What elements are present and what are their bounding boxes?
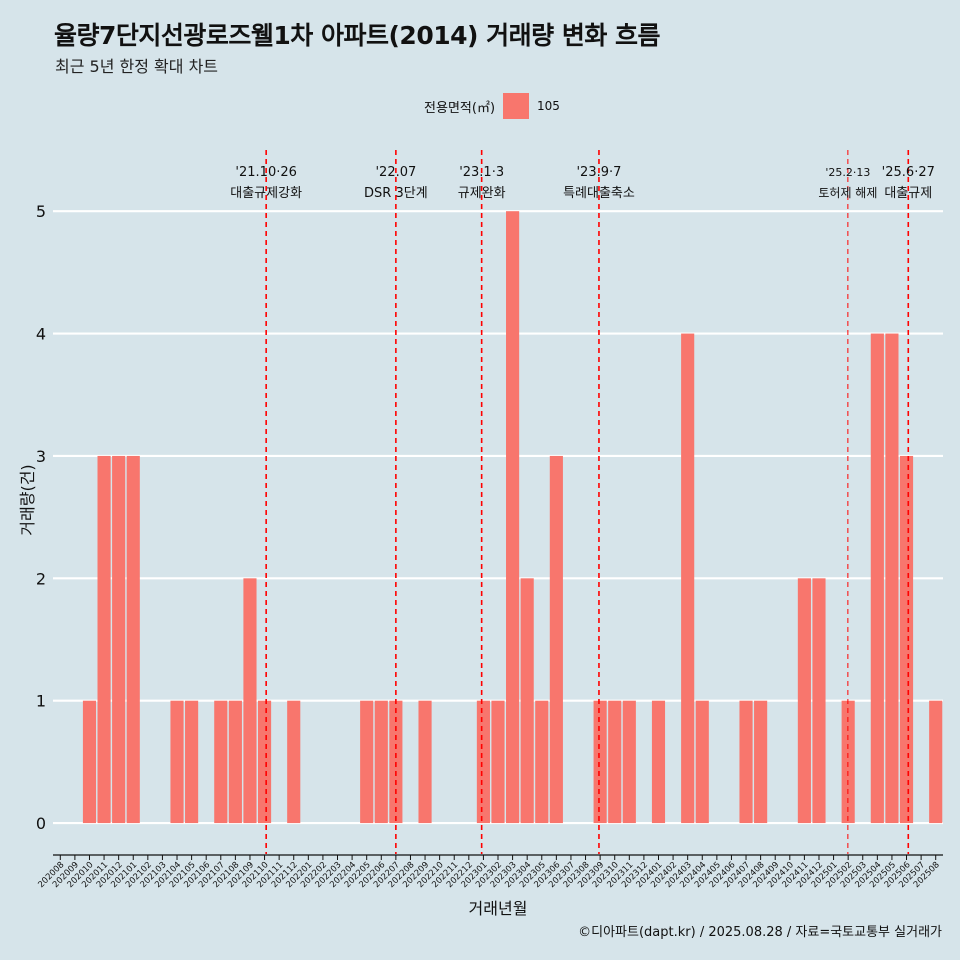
event-name-label: 대출규제 — [884, 186, 932, 201]
bar-202107 — [214, 700, 228, 824]
event-name-label: DSR 3단계 — [364, 186, 428, 201]
bar-202109 — [243, 578, 257, 824]
event-date-label: '25.2·13 — [825, 166, 870, 179]
bar-202404 — [695, 700, 709, 824]
legend-title: 전용면적(㎡) — [424, 100, 496, 116]
bar-202502 — [841, 700, 855, 824]
y-tick-label: 0 — [36, 814, 46, 833]
bar-202011 — [97, 455, 111, 824]
bar-202508 — [929, 700, 943, 824]
bar-202206 — [374, 700, 388, 824]
bar-202010 — [82, 700, 97, 824]
chart-title: 율량7단지선광로즈웰1차 아파트(2014) 거래량 변화 흐름 — [54, 21, 661, 50]
y-tick-label: 2 — [36, 569, 46, 588]
bar-202506 — [899, 455, 914, 824]
bar-202411 — [797, 578, 811, 824]
bar-202306 — [549, 455, 563, 824]
bar-202205 — [360, 700, 374, 824]
y-axis-title: 거래량(건) — [18, 464, 37, 535]
event-lines — [265, 150, 910, 854]
bar-202012 — [112, 455, 126, 824]
legend-key-swatch — [503, 93, 530, 119]
event-name-label: 대출규제강화 — [230, 186, 302, 201]
bar-202505 — [885, 333, 899, 824]
bar-202408 — [754, 700, 768, 824]
event-name-label: 토허제 해제 — [818, 186, 877, 200]
event-date-label: '22.07 — [375, 165, 416, 180]
y-tick-label: 1 — [36, 692, 46, 711]
source-caption: ©디아파트(dapt.kr) / 2025.08.28 / 자료=국토교통부 실… — [578, 925, 942, 940]
bar-202412 — [812, 578, 826, 824]
event-date-label: '23.1·3 — [459, 165, 504, 180]
bar-202207 — [389, 700, 403, 824]
bar-202105 — [185, 700, 199, 824]
bar-202310 — [608, 700, 622, 824]
event-date-label: '23.9·7 — [576, 165, 621, 180]
event-name-label: 특례대출축소 — [563, 186, 635, 201]
bar-202110 — [257, 700, 272, 824]
bar-202403 — [681, 333, 695, 824]
bar-202504 — [870, 333, 884, 824]
bar-202301 — [476, 700, 490, 824]
bar-202104 — [170, 700, 184, 824]
y-tick-label: 5 — [36, 202, 46, 221]
event-date-label: '25.6·27 — [882, 165, 935, 180]
bar-202401 — [651, 700, 666, 824]
x-axis-title: 거래년월 — [469, 899, 528, 918]
legend: 전용면적(㎡) 105 — [0, 93, 960, 119]
bar-202305 — [535, 700, 549, 824]
event-labels: '21.10·26 대출규제강화 '22.07 DSR 3단계 '23.1·3 규제완화 '… — [230, 165, 935, 201]
bar-202108 — [228, 700, 242, 824]
bar-202302 — [491, 700, 505, 824]
bar-202407 — [739, 700, 753, 824]
bar-202304 — [520, 578, 534, 824]
legend-key-label: 105 — [537, 99, 560, 113]
bar-202309 — [593, 700, 607, 824]
bars — [82, 211, 943, 824]
event-date-label: '21.10·26 — [235, 165, 296, 180]
event-name-label: 규제완화 — [458, 186, 506, 201]
y-tick-label: 4 — [36, 325, 46, 344]
bar-202303 — [506, 211, 520, 824]
bar-202311 — [622, 700, 636, 824]
chart-subtitle: 최근 5년 한정 확대 차트 — [55, 57, 219, 76]
y-tick-label: 3 — [36, 447, 46, 466]
bar-202112 — [287, 700, 301, 824]
bar-202101 — [126, 455, 140, 824]
bar-202209 — [418, 700, 432, 824]
